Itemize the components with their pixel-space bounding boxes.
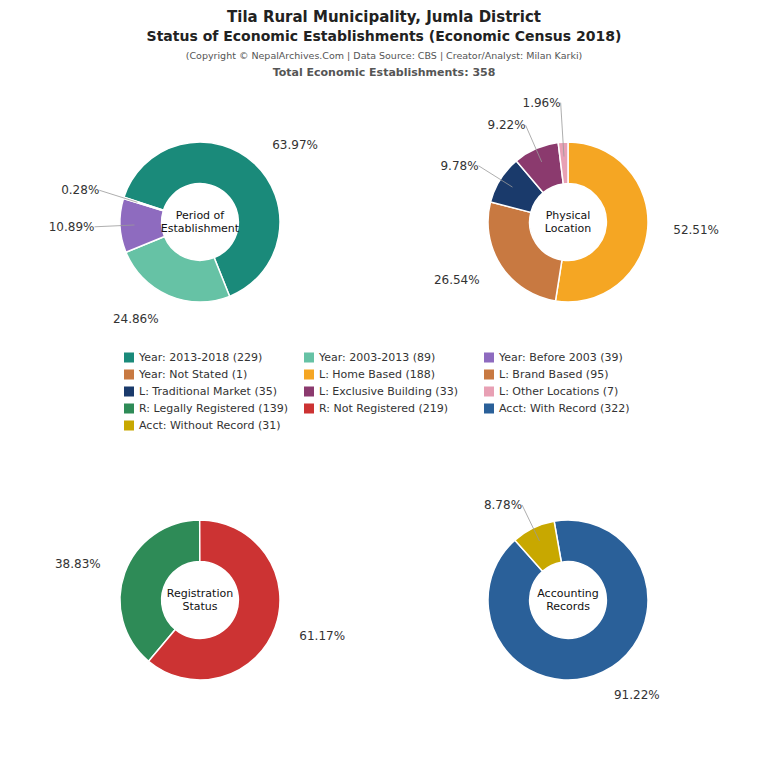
subtitle: (Copyright © NepalArchives.Com | Data So… [186, 50, 582, 61]
legend-label: Year: 2003-2013 (89) [318, 351, 435, 364]
legend-label: Year: Before 2003 (39) [498, 351, 623, 364]
legend-swatch [484, 387, 494, 397]
title: Status of Economic Establishments (Econo… [147, 28, 622, 44]
leader-line [479, 166, 513, 187]
center-label: Period ofEstablishment [161, 209, 240, 235]
legend-swatch [484, 404, 494, 414]
data-label: 0.28% [61, 183, 99, 197]
donut [120, 142, 280, 302]
legend-swatch [484, 353, 494, 363]
data-label: 91.22% [614, 688, 660, 702]
data-label: 38.83% [55, 557, 101, 571]
slice [515, 521, 561, 571]
center-label: RegistrationStatus [167, 587, 233, 613]
data-label: 10.89% [49, 220, 95, 234]
data-labels: 63.97% 24.86% 10.89% 0.28% [49, 138, 318, 326]
subtitle: Total Economic Establishments: 358 [273, 66, 496, 79]
center-label: AccountingRecords [537, 587, 598, 613]
donut [488, 142, 648, 302]
data-labels: 52.51% 26.54% 9.78% 9.22% 1.96% [434, 96, 719, 287]
legend-label: Acct: Without Record (31) [139, 419, 281, 432]
title: Tila Rural Municipality, Jumla District [227, 8, 541, 26]
legend-swatch [484, 370, 494, 380]
data-label: 63.97% [272, 138, 318, 152]
legend-label: L: Exclusive Building (33) [319, 385, 458, 398]
data-label: 8.78% [484, 498, 522, 512]
data-labels: 38.83% 61.17% [55, 557, 345, 643]
data-label: 24.86% [113, 312, 159, 326]
legend-swatch [124, 404, 134, 414]
legend-swatch [124, 370, 134, 380]
data-label: 9.22% [488, 118, 526, 132]
legend-label: Acct: With Record (322) [499, 402, 630, 415]
slice [149, 520, 280, 680]
legend-swatch [124, 387, 134, 397]
legend-swatch [124, 421, 134, 431]
donut [120, 520, 280, 680]
legend-swatch [304, 353, 314, 363]
legend: Year: 2013-2018 (229) Year: 2003-2013 (89… [124, 351, 630, 432]
legend-swatch [124, 353, 134, 363]
legend-label: Year: Not Stated (1) [138, 368, 247, 381]
slice [123, 197, 163, 210]
legend-swatch [304, 387, 314, 397]
chart: Tila Rural Municipality, Jumla District S… [0, 0, 768, 768]
data-label: 1.96% [523, 96, 561, 110]
slice [488, 520, 648, 680]
legend-label: Year: 2013-2018 (229) [138, 351, 262, 364]
background [0, 0, 768, 768]
data-label: 26.54% [434, 273, 480, 287]
data-label: 9.78% [440, 159, 478, 173]
legend-swatch [304, 404, 314, 414]
legend-label: L: Brand Based (95) [499, 368, 608, 381]
leader-line [99, 190, 137, 202]
legend-label: R: Not Registered (219) [319, 402, 448, 415]
leader-line [95, 225, 135, 227]
legend-label: L: Other Locations (7) [499, 385, 618, 398]
leader-line [561, 103, 564, 157]
data-label: 61.17% [299, 629, 345, 643]
leader-line [526, 125, 542, 162]
legend-swatch [304, 370, 314, 380]
data-label: 52.51% [673, 223, 719, 237]
legend-label: R: Legally Registered (139) [139, 402, 288, 415]
center-label: PhysicalLocation [545, 209, 592, 235]
data-labels: 91.22% 8.78% [484, 498, 660, 702]
slice [516, 143, 563, 193]
legend-label: L: Home Based (188) [319, 368, 435, 381]
donut [488, 520, 648, 680]
legend-label: L: Traditional Market (35) [139, 385, 277, 398]
leader-line [522, 505, 539, 541]
